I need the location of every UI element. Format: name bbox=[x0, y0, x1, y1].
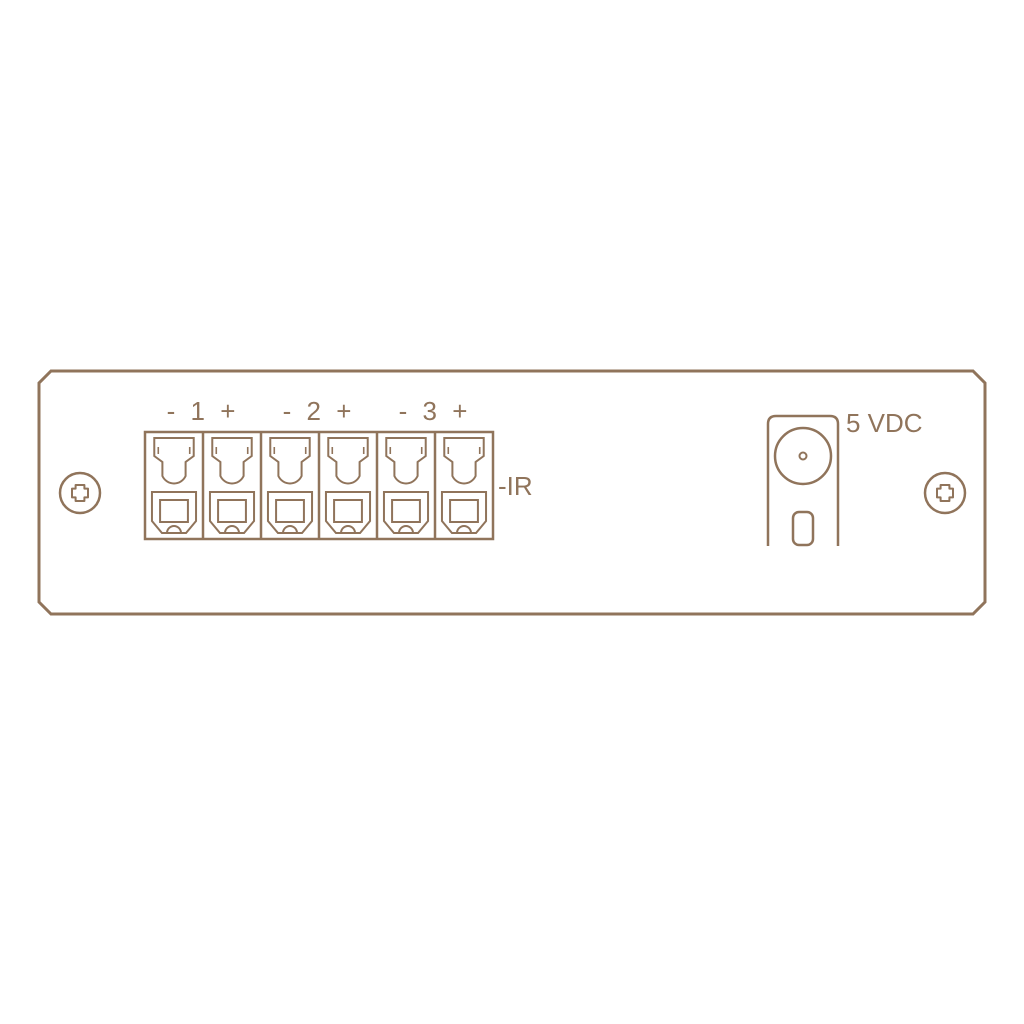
terminal-port-5 bbox=[384, 438, 428, 533]
power-label: 5 VDC bbox=[846, 408, 923, 438]
ir-label: -IR bbox=[498, 471, 533, 501]
mounting-screw-right bbox=[925, 473, 965, 513]
terminal-port-4 bbox=[326, 438, 370, 533]
terminal-block: - 1 + - 2 + - 3 + -IR bbox=[145, 396, 533, 539]
terminal-label-2: - 2 + bbox=[283, 396, 356, 426]
terminal-port-1 bbox=[152, 438, 196, 533]
terminal-port-6 bbox=[442, 438, 486, 533]
terminal-port-2 bbox=[210, 438, 254, 533]
terminal-port-3 bbox=[268, 438, 312, 533]
terminal-label-1: - 1 + bbox=[167, 396, 240, 426]
terminal-label-3: - 3 + bbox=[399, 396, 472, 426]
power-jack: 5 VDC bbox=[768, 408, 923, 546]
mounting-screw-left bbox=[60, 473, 100, 513]
